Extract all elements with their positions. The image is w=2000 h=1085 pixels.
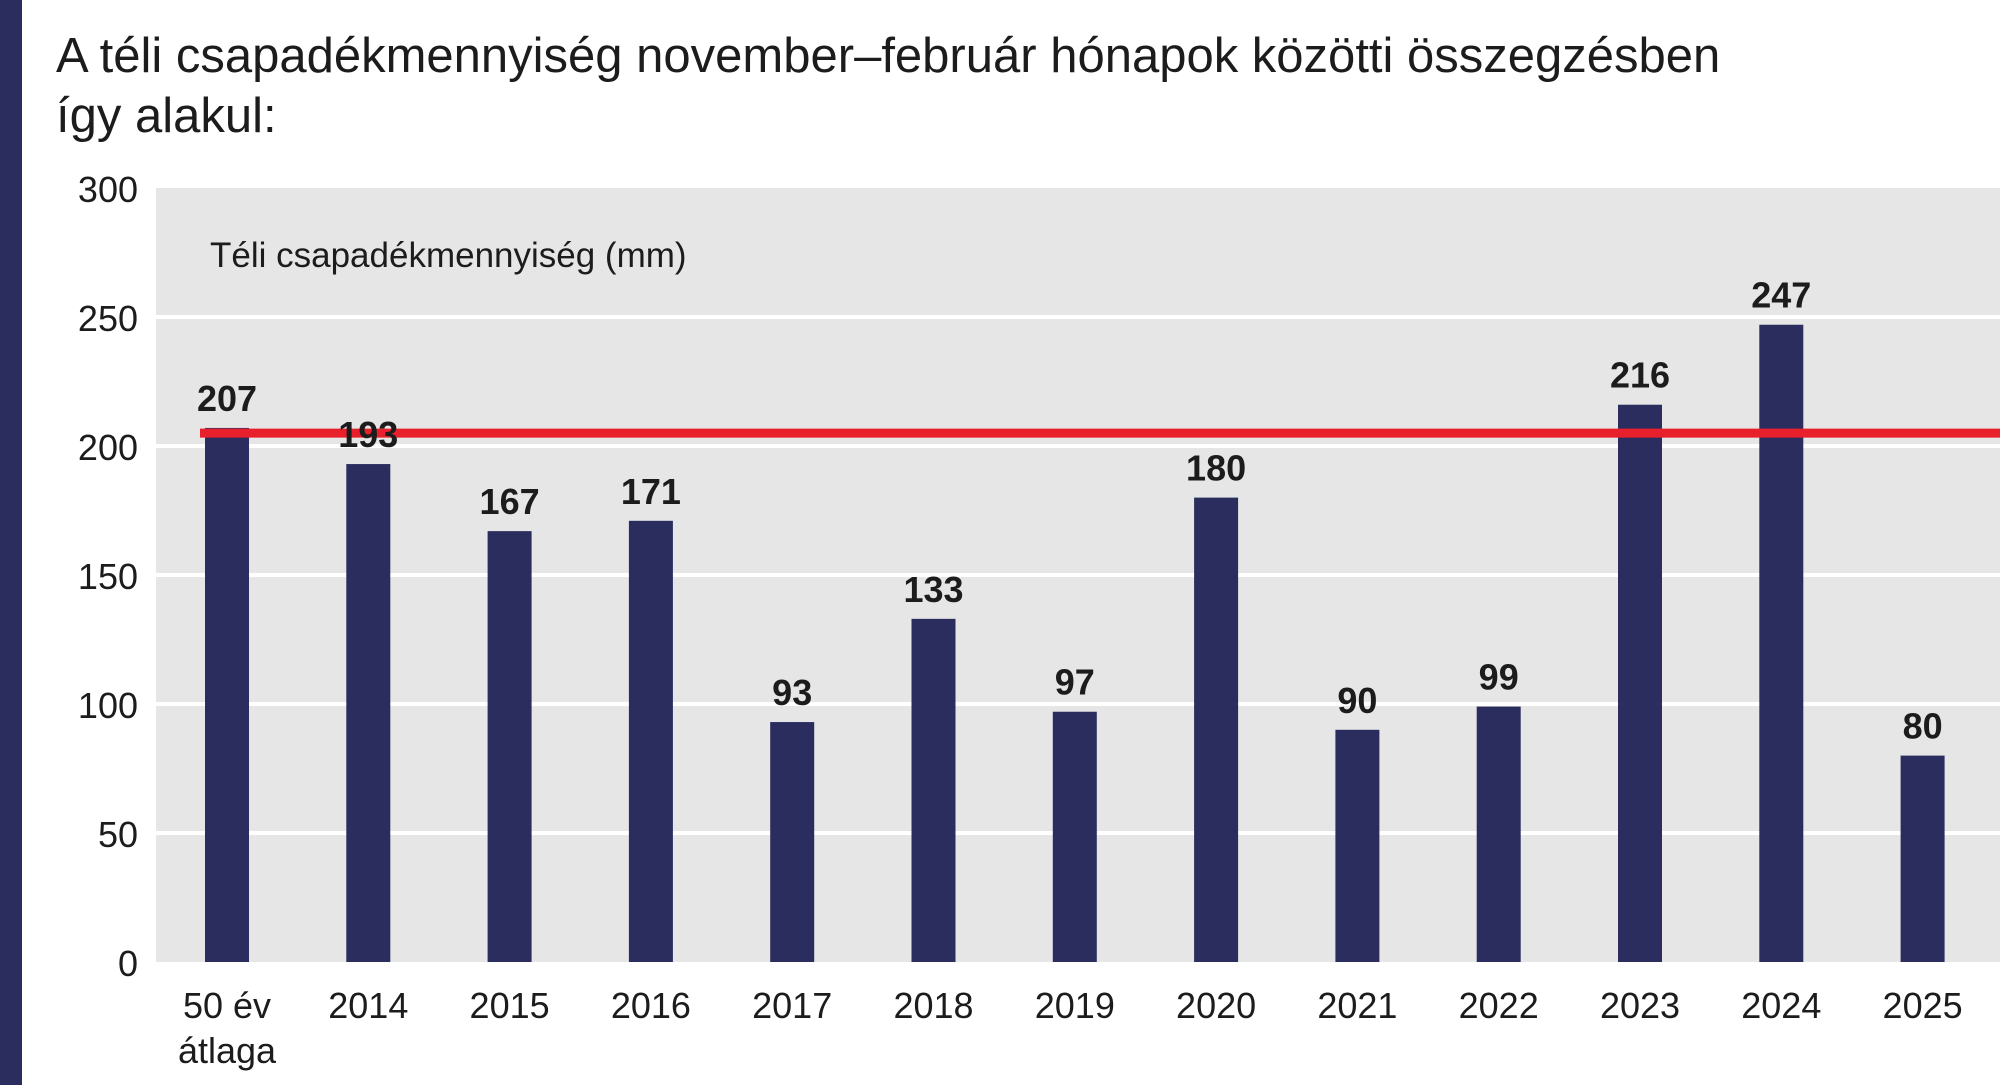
data-label: 216: [1610, 355, 1670, 396]
y-tick-label: 150: [78, 556, 138, 597]
x-tick-label: átlaga: [178, 1030, 277, 1071]
bar: [1476, 706, 1521, 962]
data-labels: 207 193 167 171 93 133 97 180 90 99 216 247 80: [197, 275, 1943, 747]
bar: [1194, 497, 1239, 962]
x-tick-label: 2014: [328, 985, 408, 1026]
bar: [1335, 729, 1380, 962]
data-label: 207: [197, 378, 257, 419]
x-tick-label: 2017: [752, 985, 832, 1026]
x-tick-label: 50 év: [183, 985, 271, 1026]
bar: [205, 427, 249, 962]
data-label: 180: [1186, 448, 1246, 489]
title-line-1: A téli csapadékmennyiség november–februá…: [56, 29, 1721, 83]
x-tick-label: 2018: [893, 985, 973, 1026]
bar: [346, 464, 391, 962]
title-line-2: így alakul:: [56, 89, 277, 143]
x-tick-label: 2022: [1459, 985, 1539, 1026]
bar: [1900, 755, 1945, 962]
x-tick-label: 2019: [1035, 985, 1115, 1026]
x-tick-label: 2020: [1176, 985, 1256, 1026]
y-tick-label: 250: [78, 298, 138, 339]
data-label: 193: [338, 414, 398, 455]
y-tick-label: 300: [78, 169, 138, 210]
x-tick-label: 2015: [470, 985, 550, 1026]
data-label: 171: [621, 471, 681, 512]
data-label: 99: [1479, 657, 1519, 698]
y-axis-ticks: 0 50 100 150 200 250 300: [78, 169, 138, 984]
left-accent-bar: [0, 0, 22, 1085]
data-label: 97: [1055, 662, 1095, 703]
bar: [770, 722, 815, 962]
data-label: 93: [772, 672, 812, 713]
x-tick-label: 2025: [1883, 985, 1963, 1026]
bar: [487, 531, 532, 962]
page-title: A téli csapadékmennyiség november–februá…: [56, 26, 1936, 146]
y-tick-label: 100: [78, 685, 138, 726]
y-tick-label: 0: [118, 943, 138, 984]
bars: [205, 324, 1945, 963]
data-label: 167: [480, 481, 540, 522]
data-label: 133: [903, 569, 963, 610]
y-tick-label: 200: [78, 427, 138, 468]
bar: [628, 520, 673, 962]
y-axis-label: Téli csapadékmennyiség (mm): [210, 236, 687, 275]
data-label: 80: [1903, 706, 1943, 747]
bar: [1618, 404, 1662, 963]
bar: [911, 618, 956, 962]
x-tick-label: 2023: [1600, 985, 1680, 1026]
data-label: 90: [1337, 680, 1377, 721]
x-tick-label: 2021: [1317, 985, 1397, 1026]
x-tick-label: 2024: [1741, 985, 1821, 1026]
bar: [1759, 324, 1804, 962]
data-label: 247: [1751, 275, 1811, 316]
y-tick-label: 50: [98, 814, 138, 855]
bar: [1052, 711, 1097, 962]
x-tick-label: 2016: [611, 985, 691, 1026]
